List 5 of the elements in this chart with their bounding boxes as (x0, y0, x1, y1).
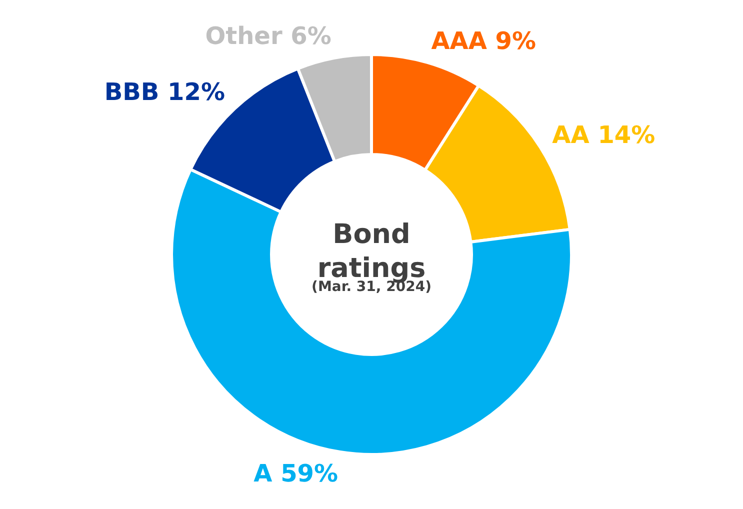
slice-label: AA 14% (552, 121, 656, 150)
slice-label: Other 6% (205, 22, 332, 50)
slice-label: BBB 12% (104, 78, 226, 106)
slice-label: AAA 9% (431, 26, 536, 55)
slice-label: A 59% (254, 459, 338, 488)
